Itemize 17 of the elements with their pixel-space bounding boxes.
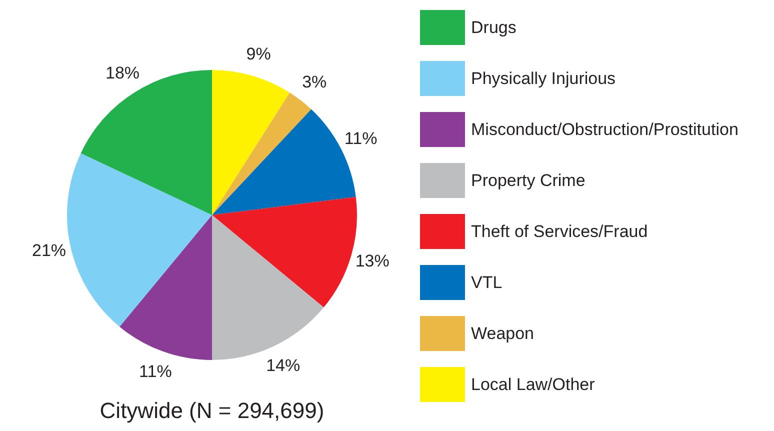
legend-label: VTL xyxy=(471,272,502,292)
data-label: 21% xyxy=(32,241,66,260)
legend-label: Weapon xyxy=(471,324,534,344)
data-label: 13% xyxy=(355,251,390,270)
data-label: 9% xyxy=(246,44,271,64)
legend-label: Local Law/Other xyxy=(471,374,595,394)
legend-label: Property Crime xyxy=(471,170,586,190)
legend-label: Misconduct/Obstruction/Prostitution xyxy=(471,120,738,140)
data-label: 3% xyxy=(302,72,327,92)
data-label: 11% xyxy=(139,362,172,381)
data-label: 14% xyxy=(266,356,300,375)
legend-label: Physically Injurious xyxy=(471,68,616,88)
data-label: 11% xyxy=(344,128,378,148)
data-label: 18% xyxy=(106,64,140,83)
legend-label: Drugs xyxy=(471,18,516,38)
legend-label: Theft of Services/Fraud xyxy=(471,222,648,242)
text: Citywide (N = 294,699) xyxy=(98,398,326,424)
